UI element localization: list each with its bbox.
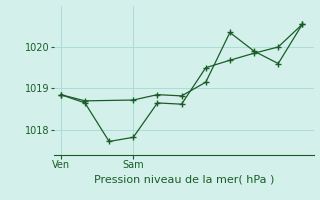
X-axis label: Pression niveau de la mer( hPa ): Pression niveau de la mer( hPa ) bbox=[94, 174, 274, 184]
